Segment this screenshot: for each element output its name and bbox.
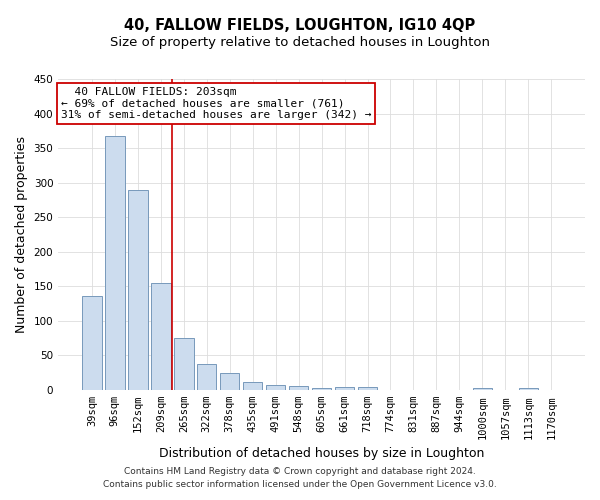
Bar — [266, 384, 286, 390]
Bar — [151, 283, 170, 390]
Bar — [243, 382, 262, 390]
X-axis label: Distribution of detached houses by size in Loughton: Distribution of detached houses by size … — [159, 447, 484, 460]
Bar — [174, 338, 194, 390]
Bar — [358, 388, 377, 390]
Bar — [289, 386, 308, 390]
Bar — [105, 136, 125, 390]
Text: 40, FALLOW FIELDS, LOUGHTON, IG10 4QP: 40, FALLOW FIELDS, LOUGHTON, IG10 4QP — [124, 18, 476, 32]
Bar — [518, 388, 538, 390]
Bar — [82, 296, 101, 390]
Bar — [128, 190, 148, 390]
Bar — [335, 388, 355, 390]
Text: Contains HM Land Registry data © Crown copyright and database right 2024.
Contai: Contains HM Land Registry data © Crown c… — [103, 468, 497, 489]
Bar — [473, 388, 492, 390]
Y-axis label: Number of detached properties: Number of detached properties — [15, 136, 28, 333]
Bar — [312, 388, 331, 390]
Text: 40 FALLOW FIELDS: 203sqm
← 69% of detached houses are smaller (761)
31% of semi-: 40 FALLOW FIELDS: 203sqm ← 69% of detach… — [61, 87, 371, 120]
Text: Size of property relative to detached houses in Loughton: Size of property relative to detached ho… — [110, 36, 490, 49]
Bar — [197, 364, 217, 390]
Bar — [220, 373, 239, 390]
